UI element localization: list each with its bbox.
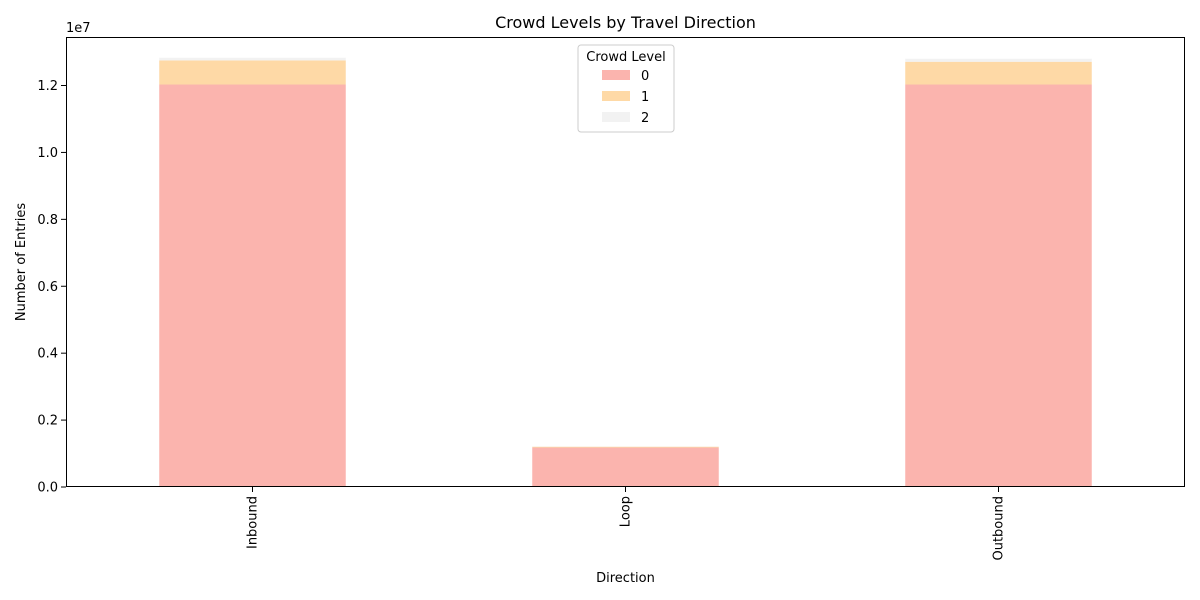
x-tick-label: Inbound [246,496,261,549]
x-tick-label: Loop [619,496,634,527]
y-tick-label: 0.0 [37,481,58,496]
y-tick-label: 0.6 [37,280,58,295]
y-tick-label: 1.2 [37,79,58,94]
x-axis-label: Direction [596,571,655,586]
y-axis-label: Number of Entries [14,203,29,322]
x-axis-ticks: Inbound Loop Outbound [246,487,1007,561]
bar-inbound-level-1 [159,60,346,85]
y-tick-label: 0.4 [37,347,58,362]
x-tick-label: Outbound [992,496,1007,561]
legend-items: 0 1 2 [602,69,649,126]
y-axis-offset-label: 1e7 [66,21,91,36]
legend: Crowd Level 0 1 2 [577,44,675,133]
bar-inbound-level-2 [159,57,346,61]
bars-group [159,57,1092,488]
legend-swatch-level-2 [602,112,630,122]
bar-outbound-level-0 [905,84,1092,488]
legend-title: Crowd Level [586,50,665,65]
bar-outbound-level-1 [905,61,1092,85]
legend-label-level-0: 0 [641,69,649,84]
bar-loop-level-1 [532,446,719,448]
bar-loop-level-0 [532,447,719,487]
y-axis-ticks: 0.0 0.2 0.4 0.6 0.8 1.0 1.2 [37,79,66,496]
legend-box [577,44,675,133]
y-tick-label: 0.8 [37,213,58,228]
legend-swatch-level-0 [602,70,630,80]
bar-outbound-level-2 [905,58,1092,62]
y-tick-label: 1.0 [37,146,58,161]
legend-label-level-1: 1 [641,90,649,105]
legend-label-level-2: 2 [641,111,649,126]
chart-title: Crowd Levels by Travel Direction [495,13,756,32]
legend-swatch-level-1 [602,91,630,101]
bar-inbound-level-0 [159,84,346,488]
y-tick-label: 0.2 [37,414,58,429]
plot-frame [66,37,1185,487]
